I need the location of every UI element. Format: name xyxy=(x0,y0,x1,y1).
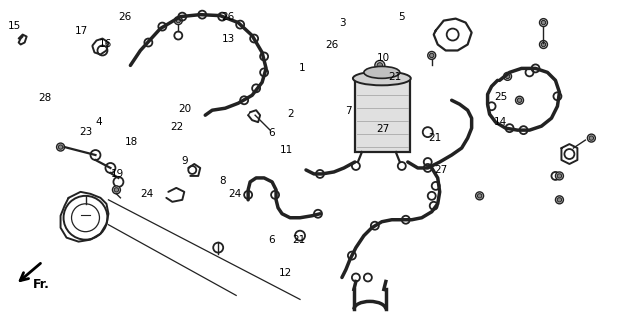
Text: 17: 17 xyxy=(74,26,88,36)
Circle shape xyxy=(541,42,546,47)
Circle shape xyxy=(58,145,63,149)
Text: 13: 13 xyxy=(222,34,235,44)
Text: 24: 24 xyxy=(141,189,154,199)
Text: 26: 26 xyxy=(118,12,131,22)
Text: 11: 11 xyxy=(280,146,293,156)
Text: 6: 6 xyxy=(268,235,275,245)
Text: 5: 5 xyxy=(398,12,405,22)
Text: 26: 26 xyxy=(222,12,235,22)
Circle shape xyxy=(428,52,436,60)
Circle shape xyxy=(557,174,562,178)
Text: 15: 15 xyxy=(7,21,21,31)
Text: 7: 7 xyxy=(345,106,352,116)
Text: 1: 1 xyxy=(299,63,306,73)
Circle shape xyxy=(114,188,118,192)
Text: 23: 23 xyxy=(79,127,92,137)
Text: 25: 25 xyxy=(494,92,507,102)
Text: 8: 8 xyxy=(219,176,226,186)
Text: Fr.: Fr. xyxy=(32,278,50,292)
Ellipse shape xyxy=(353,71,411,85)
Text: 16: 16 xyxy=(99,39,112,49)
Circle shape xyxy=(112,186,120,194)
Circle shape xyxy=(587,134,595,142)
Text: 27: 27 xyxy=(435,165,448,175)
Circle shape xyxy=(517,98,521,102)
Text: 21: 21 xyxy=(389,72,402,82)
Circle shape xyxy=(375,60,385,70)
Text: 21: 21 xyxy=(428,133,441,143)
Text: 26: 26 xyxy=(325,40,339,50)
Circle shape xyxy=(476,192,484,200)
Circle shape xyxy=(556,172,564,180)
Circle shape xyxy=(477,194,482,198)
Circle shape xyxy=(430,53,434,58)
Text: 27: 27 xyxy=(376,124,389,134)
Circle shape xyxy=(176,19,180,23)
Text: 3: 3 xyxy=(339,18,345,28)
Text: 12: 12 xyxy=(278,268,292,278)
Text: 21: 21 xyxy=(292,235,306,245)
Text: 24: 24 xyxy=(228,189,241,199)
Text: 14: 14 xyxy=(494,117,507,127)
Circle shape xyxy=(505,74,510,78)
Circle shape xyxy=(557,198,562,202)
Text: 22: 22 xyxy=(170,122,184,132)
Circle shape xyxy=(174,17,182,25)
Circle shape xyxy=(56,143,64,151)
Text: 19: 19 xyxy=(110,169,123,179)
Text: 18: 18 xyxy=(125,137,138,147)
Circle shape xyxy=(556,196,564,204)
Text: 6: 6 xyxy=(268,128,275,138)
Text: 10: 10 xyxy=(376,53,389,63)
Circle shape xyxy=(539,19,547,27)
Ellipse shape xyxy=(364,67,400,78)
Circle shape xyxy=(516,96,523,104)
Circle shape xyxy=(377,63,383,68)
Text: 20: 20 xyxy=(179,104,192,114)
Circle shape xyxy=(541,20,546,25)
Text: 2: 2 xyxy=(287,109,293,119)
Circle shape xyxy=(503,72,512,80)
Text: 28: 28 xyxy=(38,93,52,103)
Text: 4: 4 xyxy=(95,117,102,127)
Text: 9: 9 xyxy=(181,156,188,166)
Bar xyxy=(355,80,410,152)
Circle shape xyxy=(539,41,547,49)
Circle shape xyxy=(589,136,593,140)
